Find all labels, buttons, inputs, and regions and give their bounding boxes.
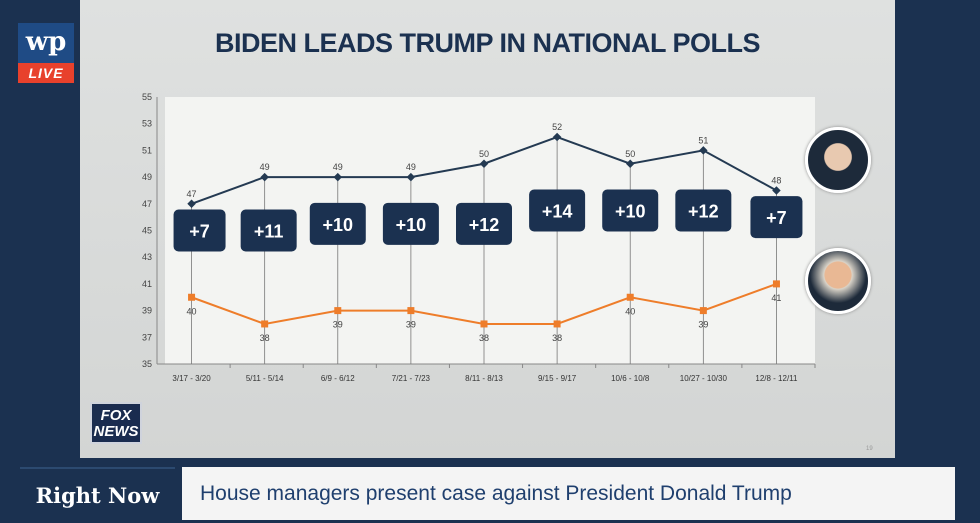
margin-badge [240,209,297,252]
x-tick-label: 8/11 - 8/13 [465,374,503,383]
data-label: 51 [698,135,708,145]
trump-point [480,320,488,328]
data-label: 50 [625,149,635,159]
biden-point [406,172,416,182]
data-label: 47 [187,189,197,199]
trump-point [188,293,196,301]
data-label: 48 [771,175,781,185]
biden-point [187,199,196,209]
data-label: 52 [552,122,562,132]
data-label: 40 [187,306,197,316]
y-tick-label: 43 [142,252,152,262]
headline-text: House managers present case against Pres… [182,467,955,520]
data-label: 49 [260,162,270,172]
margin-label: +14 [542,201,573,221]
margin-badge [309,202,366,245]
margin-badge [602,189,659,232]
y-tick-label: 47 [142,199,152,209]
trump-point [334,307,342,315]
margin-badge [173,209,226,252]
y-tick-label: 45 [142,226,152,236]
x-tick-label: 7/21 - 7/23 [392,374,431,383]
data-label: 38 [479,333,489,343]
trump-point [553,320,561,328]
x-tick-label: 12/8 - 12/11 [755,374,798,383]
x-tick-label: 3/17 - 3/20 [172,374,211,383]
data-label: 40 [625,306,635,316]
y-tick-label: 51 [142,145,152,155]
data-label: 49 [333,162,343,172]
y-tick-label: 41 [142,279,152,289]
margin-label: +12 [688,201,719,221]
biden-point [333,172,343,182]
margin-badge [529,189,586,232]
wp-logo: wp [18,23,74,63]
x-tick-label: 10/27 - 10/30 [680,374,728,383]
data-label: 41 [771,293,781,303]
data-label: 38 [260,333,270,343]
trump-point [626,293,634,301]
data-label: 50 [479,149,489,159]
y-tick-label: 55 [142,92,152,102]
trump-point [261,320,269,328]
x-tick-label: 9/15 - 9/17 [538,374,577,383]
y-tick-label: 49 [142,172,152,182]
right-now-label: Right Now [20,467,175,522]
page-number: 19 [866,446,873,452]
margin-badge [456,202,512,245]
margin-label: +7 [189,222,210,242]
trump-point [407,307,415,315]
margin-label: +10 [323,215,354,235]
margin-label: +10 [396,215,427,235]
margin-badge [750,196,803,239]
data-label: 39 [406,320,416,330]
slide-title: BIDEN LEADS TRUMP IN NATIONAL POLLS [214,28,761,58]
wp-live-logo: wp LIVE [18,23,74,83]
data-label: 39 [698,320,708,330]
margin-label: +11 [254,222,284,242]
data-label: 38 [552,333,562,343]
biden-point [479,159,489,168]
margin-label: +12 [469,215,500,235]
trump-avatar [805,248,871,314]
data-label: 49 [406,162,416,172]
margin-label: +10 [615,201,646,221]
y-tick-label: 35 [142,359,152,369]
biden-avatar [805,127,871,193]
y-tick-label: 53 [142,119,152,129]
trump-point [772,280,780,288]
margin-label: +7 [766,208,787,228]
biden-point [260,172,269,182]
margin-badge [382,202,439,245]
y-tick-label: 37 [142,332,152,342]
margin-badge [675,189,732,232]
x-tick-label: 6/9 - 6/12 [321,374,355,383]
trump-point [699,307,707,315]
fox-news-logo: FOX NEWS [90,402,142,444]
data-label: 39 [333,320,343,330]
x-tick-label: 5/11 - 5/14 [246,374,284,383]
x-tick-label: 10/6 - 10/8 [611,374,650,383]
live-badge: LIVE [18,63,74,83]
y-tick-label: 39 [142,306,152,316]
